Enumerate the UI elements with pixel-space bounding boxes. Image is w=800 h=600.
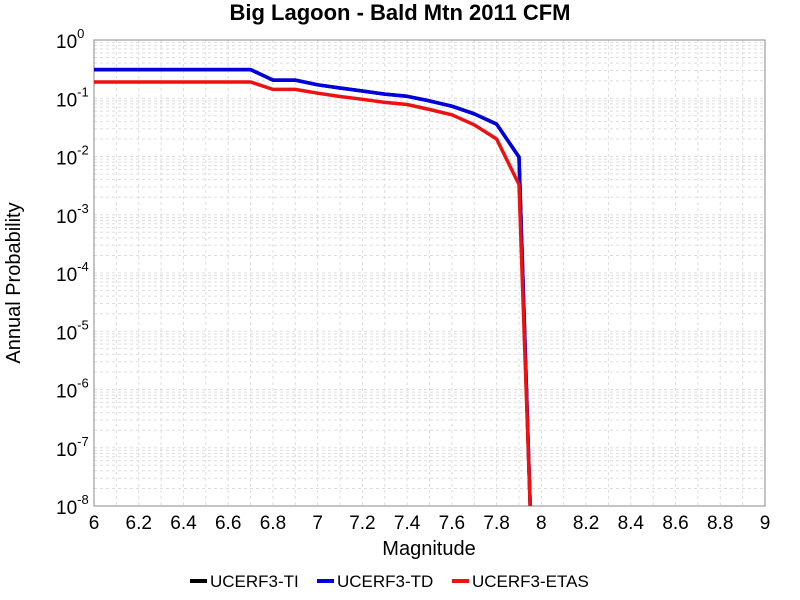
chart-title: Big Lagoon - Bald Mtn 2011 CFM xyxy=(229,0,570,25)
y-tick-base: 10 xyxy=(56,207,77,228)
series-line-ucerf3-td xyxy=(94,67,532,507)
x-tick-label: 7.2 xyxy=(349,513,375,534)
y-tick-label: 10-5 xyxy=(56,317,89,344)
grid xyxy=(94,40,765,506)
legend-label: UCERF3-ETAS xyxy=(472,572,589,591)
y-tick-exponent: -8 xyxy=(77,492,89,507)
legend-label: UCERF3-TI xyxy=(210,572,299,591)
x-tick-label: 8.6 xyxy=(662,513,688,534)
series-layer xyxy=(94,67,532,507)
y-tick-label: 10-3 xyxy=(56,201,89,228)
y-tick-base: 10 xyxy=(56,498,77,519)
legend-label: UCERF3-TD xyxy=(337,572,433,591)
x-axis-ticks: 6 6.2 6.4 6.6 6.8 7 7.2 7.4 7.6 7.8 8 8.2 8.4 8.6 8.8 9 xyxy=(89,513,771,534)
x-tick-label: 7.8 xyxy=(483,513,509,534)
y-tick-base: 10 xyxy=(56,323,77,344)
x-tick-label: 6 xyxy=(89,513,100,534)
y-tick-label: 10-7 xyxy=(56,434,89,461)
y-tick-exponent: -6 xyxy=(77,376,89,391)
y-tick-label: 10-8 xyxy=(56,492,89,519)
x-tick-label: 7 xyxy=(312,513,323,534)
y-tick-exponent: -2 xyxy=(77,143,89,158)
legend: UCERF3-TI UCERF3-TD UCERF3-ETAS xyxy=(190,572,589,591)
y-tick-base: 10 xyxy=(56,382,77,403)
x-tick-label: 6.4 xyxy=(170,513,197,534)
x-tick-label: 8.4 xyxy=(618,513,645,534)
y-tick-exponent: -3 xyxy=(77,201,89,216)
x-tick-label: 9 xyxy=(760,513,771,534)
y-tick-base: 10 xyxy=(56,149,77,170)
x-tick-label: 7.6 xyxy=(439,513,465,534)
y-tick-base: 10 xyxy=(56,440,77,461)
x-tick-label: 8.8 xyxy=(707,513,733,534)
x-tick-label: 7.4 xyxy=(394,513,421,534)
y-tick-exponent: -4 xyxy=(77,259,89,274)
y-tick-label: 10-2 xyxy=(56,143,89,170)
series-line-ucerf3-etas xyxy=(94,80,532,507)
series-line-ucerf3-ti xyxy=(94,67,532,507)
y-tick-base: 10 xyxy=(56,32,77,53)
plot-area xyxy=(93,39,766,507)
x-axis-label: Magnitude xyxy=(382,538,475,560)
y-tick-label: 100 xyxy=(56,26,84,53)
y-tick-exponent: 0 xyxy=(77,26,84,41)
x-tick-label: 6.6 xyxy=(215,513,241,534)
y-tick-base: 10 xyxy=(56,90,77,111)
y-tick-label: 10-6 xyxy=(56,376,89,403)
x-tick-label: 8.2 xyxy=(573,513,599,534)
y-tick-label: 10-1 xyxy=(56,84,89,111)
y-tick-exponent: -7 xyxy=(77,434,89,449)
y-tick-exponent: -5 xyxy=(77,317,89,332)
y-tick-label: 10-4 xyxy=(56,259,89,286)
x-tick-label: 6.2 xyxy=(126,513,152,534)
y-axis-label: Annual Probability xyxy=(3,202,25,363)
x-tick-label: 6.8 xyxy=(260,513,286,534)
y-tick-exponent: -1 xyxy=(77,84,89,99)
y-tick-base: 10 xyxy=(56,265,77,286)
x-tick-label: 8 xyxy=(536,513,547,534)
